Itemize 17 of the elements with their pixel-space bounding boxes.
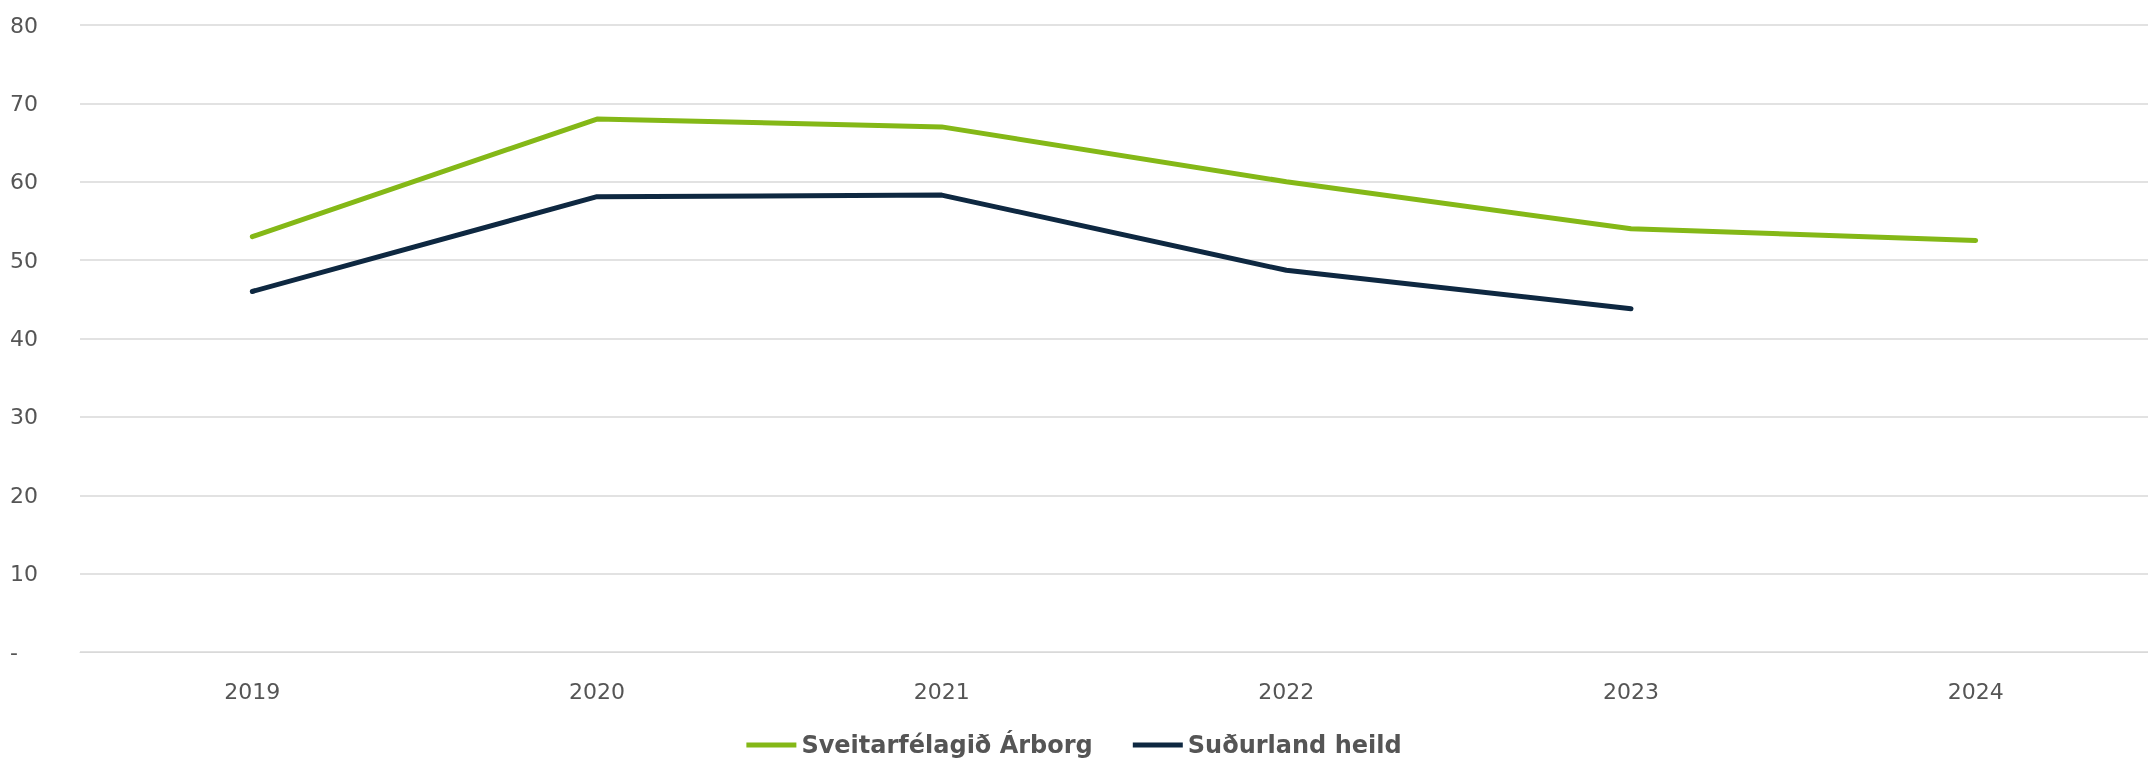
y-tick-label: 20 <box>10 482 38 508</box>
x-tick-label: 2024 <box>1947 678 2004 704</box>
y-tick-label: 40 <box>10 326 38 351</box>
legend-label: Suðurland heild <box>1187 731 1402 759</box>
y-tick-label: 10 <box>10 561 38 587</box>
y-tick-label: 50 <box>10 247 38 273</box>
legend-label: Sveitarfélagið Árborg <box>801 730 1093 759</box>
x-tick-label: 2019 <box>224 678 281 704</box>
y-tick-label: - <box>10 639 18 665</box>
y-tick-label: 30 <box>10 404 38 430</box>
x-tick-label: 2023 <box>1603 678 1659 704</box>
x-tick-label: 2022 <box>1258 678 1315 704</box>
x-tick-label: 2020 <box>569 678 625 704</box>
y-tick-label: 80 <box>10 12 38 38</box>
y-tick-label: 70 <box>10 90 38 116</box>
y-tick-label: 60 <box>10 169 38 195</box>
x-tick-label: 2021 <box>913 678 970 704</box>
